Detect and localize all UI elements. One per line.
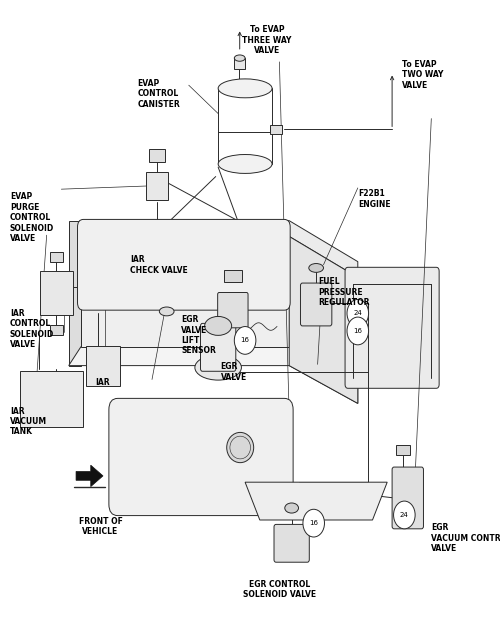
- Bar: [224, 271, 242, 282]
- FancyBboxPatch shape: [86, 346, 120, 386]
- Text: 16: 16: [354, 328, 362, 334]
- Circle shape: [394, 501, 415, 529]
- Text: To EVAP
TWO WAY
VALVE: To EVAP TWO WAY VALVE: [402, 60, 444, 90]
- Polygon shape: [76, 465, 103, 487]
- FancyBboxPatch shape: [300, 283, 332, 326]
- Text: F22B1
ENGINE: F22B1 ENGINE: [358, 189, 390, 208]
- Text: EVAP
PURGE
CONTROL
SOLENOID
VALVE: EVAP PURGE CONTROL SOLENOID VALVE: [10, 192, 54, 243]
- Ellipse shape: [218, 79, 272, 98]
- Text: FUEL
PRESSURE
REGULATOR: FUEL PRESSURE REGULATOR: [318, 277, 370, 307]
- Text: EGR
VACUUM CONTROL
VALVE: EGR VACUUM CONTROL VALVE: [432, 523, 500, 553]
- Text: EGR
VALVE
LIFT
SENSOR: EGR VALVE LIFT SENSOR: [182, 315, 216, 356]
- Text: EVAP
CONTROL
CANISTER: EVAP CONTROL CANISTER: [138, 79, 180, 109]
- Ellipse shape: [309, 264, 324, 273]
- Text: 16: 16: [309, 520, 318, 526]
- Circle shape: [303, 509, 324, 537]
- Text: IAR
CHECK VALVE: IAR CHECK VALVE: [130, 255, 188, 275]
- Text: FRONT OF
VEHICLE: FRONT OF VEHICLE: [78, 517, 122, 536]
- FancyBboxPatch shape: [345, 267, 439, 388]
- Polygon shape: [68, 347, 358, 403]
- Text: 24: 24: [354, 311, 362, 316]
- Polygon shape: [81, 237, 289, 347]
- Bar: [50, 251, 64, 262]
- FancyBboxPatch shape: [218, 293, 248, 328]
- Text: IAR
VACUUM
TANK: IAR VACUUM TANK: [10, 406, 47, 437]
- Bar: [270, 125, 282, 134]
- Text: IAR
CONTROL
SOLENOID
VALVE: IAR CONTROL SOLENOID VALVE: [10, 309, 54, 349]
- Bar: [396, 445, 410, 455]
- FancyBboxPatch shape: [109, 399, 293, 516]
- Polygon shape: [81, 221, 358, 277]
- Ellipse shape: [226, 432, 254, 463]
- Text: 24: 24: [400, 512, 408, 518]
- Polygon shape: [68, 221, 81, 366]
- Ellipse shape: [204, 316, 232, 336]
- Polygon shape: [289, 237, 358, 403]
- Bar: [149, 149, 164, 162]
- Text: IAR: IAR: [96, 378, 110, 387]
- FancyBboxPatch shape: [200, 323, 236, 371]
- FancyBboxPatch shape: [392, 467, 424, 529]
- Ellipse shape: [218, 154, 272, 174]
- FancyBboxPatch shape: [20, 371, 83, 427]
- Ellipse shape: [160, 307, 174, 316]
- FancyBboxPatch shape: [274, 525, 310, 562]
- Ellipse shape: [285, 503, 298, 513]
- Text: EGR CONTROL
SOLENOID VALVE: EGR CONTROL SOLENOID VALVE: [243, 580, 316, 599]
- Ellipse shape: [234, 55, 245, 61]
- Ellipse shape: [195, 355, 242, 380]
- FancyBboxPatch shape: [78, 219, 290, 310]
- Bar: [146, 172, 168, 200]
- Text: To EVAP
THREE WAY
VALVE: To EVAP THREE WAY VALVE: [242, 25, 292, 55]
- Text: 16: 16: [240, 338, 250, 343]
- Text: EGR
VALVE: EGR VALVE: [220, 363, 247, 382]
- Polygon shape: [245, 482, 387, 520]
- Circle shape: [347, 317, 368, 345]
- FancyBboxPatch shape: [40, 271, 72, 315]
- Bar: [50, 325, 64, 335]
- Circle shape: [347, 300, 368, 327]
- Circle shape: [234, 327, 256, 354]
- Bar: [234, 58, 245, 69]
